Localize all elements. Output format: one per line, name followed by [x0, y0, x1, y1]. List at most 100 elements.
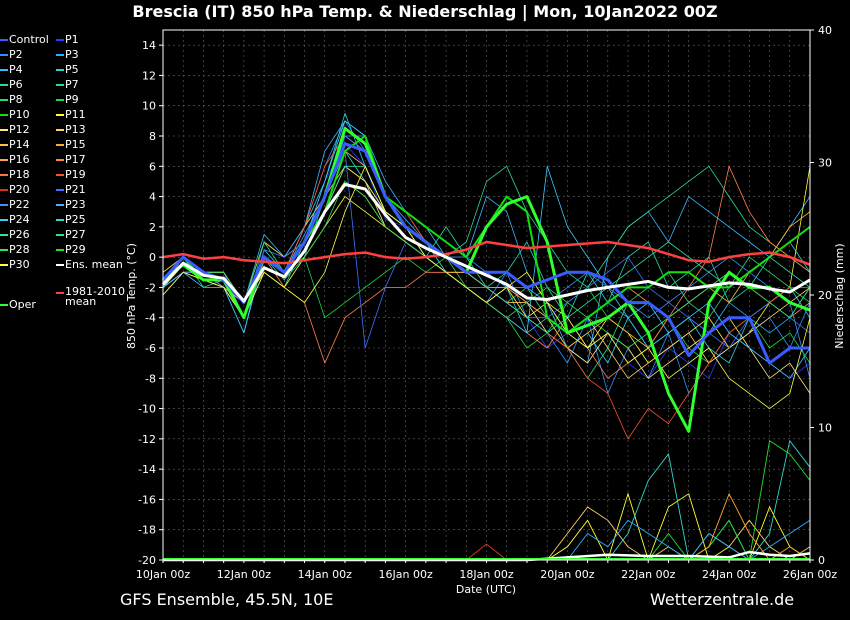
y-tick-label: 4 — [149, 191, 156, 204]
legend-swatch — [0, 129, 8, 131]
legend-swatch — [56, 264, 64, 266]
x-axis-label: Date (UTC) — [456, 583, 516, 596]
legend-label: P2 — [9, 48, 23, 61]
legend-label: P6 — [9, 78, 23, 91]
precip-line-p15-precip — [688, 492, 811, 561]
legend-swatch — [0, 234, 8, 236]
legend-swatch — [56, 129, 64, 131]
legend-label: P24 — [9, 213, 30, 226]
series-line-1981-2010-mean — [162, 240, 811, 266]
legend-swatch — [0, 189, 8, 191]
y2-axis-label: Niederschlag (mm) — [833, 243, 846, 348]
y-tick-label: 14 — [142, 39, 156, 52]
legend-swatch — [0, 69, 8, 71]
legend-swatch — [0, 39, 8, 41]
plot-frame — [162, 29, 811, 561]
x-tick-label: 14Jan 00z — [298, 568, 352, 581]
y2-tick-label: 20 — [818, 289, 832, 302]
legend-swatch — [56, 159, 64, 161]
legend-label: P3 — [65, 48, 79, 61]
axes: -20-18-16-14-12-10-8-6-4-20246810121410J… — [136, 24, 837, 581]
legend-label: P11 — [65, 108, 86, 121]
legend-label: P10 — [9, 108, 30, 121]
x-tick-label: 10Jan 00z — [136, 568, 190, 581]
y-tick-label: -2 — [145, 281, 156, 294]
legend-swatch — [0, 249, 8, 251]
legend-swatch — [56, 204, 64, 206]
legend-label: Oper — [9, 298, 36, 311]
series-line-p4 — [162, 120, 811, 364]
legend-label: P1 — [65, 33, 79, 46]
legend-swatch — [0, 264, 8, 266]
legend-swatch — [56, 39, 64, 41]
x-tick-label: 16Jan 00z — [379, 568, 433, 581]
y-tick-label: -10 — [138, 403, 156, 416]
y2-tick-label: 0 — [818, 554, 825, 567]
legend-label: P29 — [65, 243, 86, 256]
legend-swatch — [56, 234, 64, 236]
y-tick-label: 2 — [149, 221, 156, 234]
legend-swatch — [0, 114, 8, 116]
legend-label: P16 — [9, 153, 30, 166]
legend-label: P13 — [65, 123, 86, 136]
legend-swatch — [0, 174, 8, 176]
legend-label: P5 — [65, 63, 79, 76]
legend-swatch — [0, 159, 8, 161]
legend-label: P12 — [9, 123, 30, 136]
legend-label: Control — [9, 33, 49, 46]
legend-swatch — [0, 304, 8, 306]
legend-swatch — [56, 219, 64, 221]
footer-model-info: GFS Ensemble, 45.5N, 10E — [120, 590, 334, 609]
legend-label: P14 — [9, 138, 30, 151]
precip-line-p11-precip — [546, 492, 811, 562]
legend-label: P17 — [65, 153, 86, 166]
legend-label: P26 — [9, 228, 30, 241]
y-tick-label: -6 — [145, 342, 156, 355]
legend-swatch — [0, 84, 8, 86]
legend-swatch — [56, 174, 64, 176]
x-tick-label: 24Jan 00z — [702, 568, 756, 581]
y-tick-label: -14 — [138, 463, 156, 476]
y-tick-label: 10 — [142, 100, 156, 113]
legend-label: P15 — [65, 138, 86, 151]
x-tick-label: 20Jan 00z — [540, 568, 594, 581]
legend-swatch — [0, 54, 8, 56]
y2-tick-label: 10 — [818, 422, 832, 435]
legend-swatch — [56, 54, 64, 56]
y-tick-label: 0 — [149, 251, 156, 264]
legend-label: P7 — [65, 78, 79, 91]
temperature-series-group — [161, 112, 811, 440]
y-tick-label: -18 — [138, 524, 156, 537]
grid — [162, 30, 811, 561]
legend-swatch — [56, 292, 64, 294]
legend-label: P8 — [9, 93, 23, 106]
x-tick-label: 18Jan 00z — [459, 568, 513, 581]
footer-source[interactable]: Wetterzentrale.de — [650, 590, 795, 609]
precip-line-p29-precip — [647, 440, 811, 562]
legend-label: P9 — [65, 93, 79, 106]
y-tick-label: -8 — [145, 372, 156, 385]
legend-label: P20 — [9, 183, 30, 196]
x-tick-label: 26Jan 00z — [783, 568, 837, 581]
y-axis-label: 850 hPa Temp. (°C) — [125, 243, 138, 349]
legend-label: P19 — [65, 168, 86, 181]
legend-swatch — [56, 99, 64, 101]
legend-label: P30 — [9, 258, 30, 271]
legend-swatch — [0, 144, 8, 146]
legend-swatch — [0, 204, 8, 206]
legend-swatch — [56, 114, 64, 116]
legend: Control P1 P2 P3 P4 P5 P6 P7 P8 P9 P10 P11 P12 P13 P14… — [0, 33, 130, 323]
series-line-ens-mean — [161, 183, 811, 303]
legend-label: Ens. mean — [65, 258, 123, 271]
legend-label: P28 — [9, 243, 30, 256]
y-tick-label: -20 — [138, 554, 156, 567]
legend-label: P23 — [65, 198, 86, 211]
series-line-p24 — [162, 120, 811, 379]
y2-tick-label: 30 — [818, 157, 832, 170]
y-tick-label: -16 — [138, 493, 156, 506]
legend-label: P25 — [65, 213, 86, 226]
y-tick-label: -4 — [145, 312, 156, 325]
y-tick-label: 12 — [142, 69, 156, 82]
y-tick-label: 6 — [149, 160, 156, 173]
